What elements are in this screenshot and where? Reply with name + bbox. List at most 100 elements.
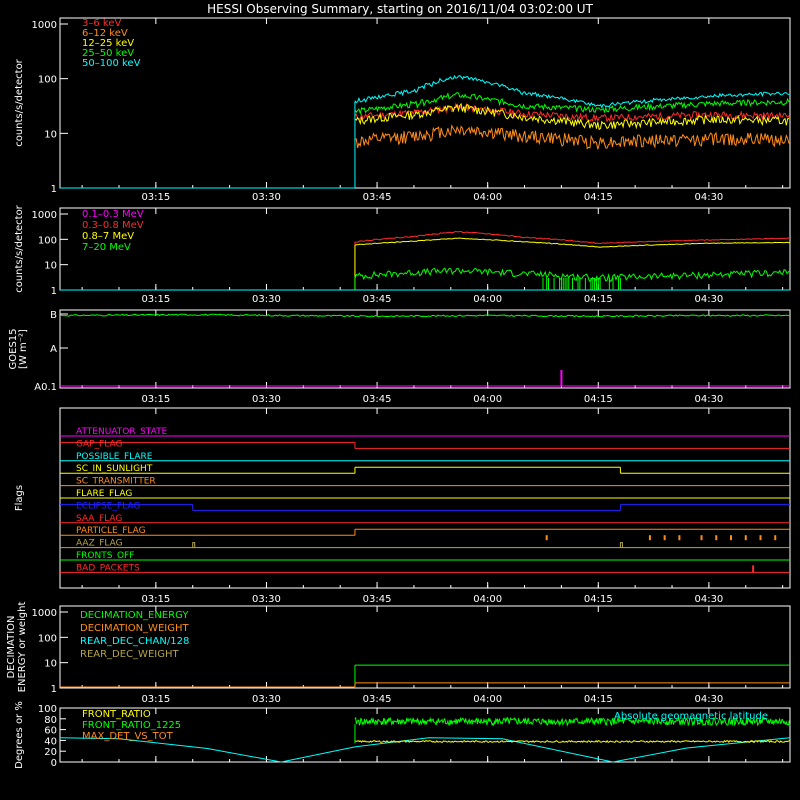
time-tick-label: 04:00 — [473, 694, 502, 705]
flag-label: SC_TRANSMITTER — [76, 477, 156, 487]
y-tick-label: 100 — [38, 235, 57, 246]
flag-label: GAP_FLAG — [76, 439, 122, 449]
time-tick-label: 04:00 — [473, 394, 502, 405]
flag-label: SC_IN_SUNLIGHT — [76, 464, 153, 474]
time-tick-label: 04:00 — [473, 294, 502, 305]
time-tick-label: 03:30 — [252, 192, 281, 203]
series-line-12–25 keV — [354, 102, 790, 131]
legend-entry: 12–25 keV — [82, 38, 134, 49]
y-axis-label: Degrees or % — [14, 701, 25, 769]
flag-label: BAD_PACKETS — [76, 563, 140, 573]
legend-entry: 25–50 keV — [82, 48, 134, 59]
y-tick-label: 100 — [38, 75, 57, 86]
flag-label: FLARE_FLAG — [76, 489, 132, 499]
legend-entry: FRONT_RATIO_1225 — [82, 720, 181, 731]
flag-trace-SC_IN_SUNLIGHT — [60, 466, 790, 474]
time-tick-label: 03:15 — [141, 594, 170, 605]
series-line-50–100 keV — [354, 74, 790, 109]
time-tick-label: 04:30 — [694, 394, 723, 405]
y-axis-label: Flags — [14, 485, 25, 511]
figure-title: HESSI Observing Summary, starting on 201… — [207, 2, 593, 16]
legend-entry: DECIMATION_ENERGY — [80, 610, 189, 621]
panel-frame-ratios — [59, 707, 791, 763]
legend-entry: REAR_DEC_WEIGHT — [80, 649, 179, 660]
y-axis-label: [W m⁻²] — [18, 329, 29, 369]
time-tick-label: 04:30 — [694, 192, 723, 203]
time-tick-label: 03:45 — [363, 294, 392, 305]
flag-trace-PARTICLE_FLAG — [60, 528, 790, 536]
legend-entry: FRONT_RATIO — [82, 709, 151, 720]
y-tick-label: A0.1 — [34, 382, 57, 393]
annotation-text: Absolute geomagnetic latitude — [614, 711, 768, 722]
time-tick-label: 03:15 — [141, 394, 170, 405]
flag-blip — [192, 542, 196, 548]
flag-trace-ECLIPSE_FLAG — [60, 503, 790, 511]
y-tick-label: 0 — [51, 758, 57, 769]
time-tick-label: 04:15 — [584, 594, 613, 605]
y-tick-label: 40 — [44, 736, 57, 747]
y-tick-label: 1 — [51, 684, 57, 695]
series-line-goes — [59, 313, 791, 318]
panel-frame-lightcurve-low — [59, 17, 791, 189]
time-tick-label: 03:30 — [252, 594, 281, 605]
y-tick-label: 60 — [44, 726, 57, 737]
time-tick-label: 03:15 — [141, 694, 170, 705]
legend-entry: REAR_DEC_CHAN/128 — [80, 636, 189, 647]
y-tick-label: 100 — [38, 633, 57, 644]
series-line-25–50 keV — [354, 92, 790, 116]
y-tick-label: B — [50, 310, 57, 321]
time-tick-label: 03:30 — [252, 394, 281, 405]
series-line-6–12 keV — [354, 124, 790, 150]
legend-entry: 0.3–0.8 MeV — [82, 220, 144, 231]
panel-frame-decimation — [59, 605, 791, 689]
y-axis-label: DECIMATION — [6, 615, 17, 678]
flag-label: ECLIPSE_FLAG — [76, 501, 140, 511]
time-tick-label: 04:30 — [694, 594, 723, 605]
flag-blip — [619, 542, 623, 548]
legend-entry: DECIMATION_WEIGHT — [80, 623, 189, 634]
time-tick-label: 04:15 — [584, 694, 613, 705]
flag-label: ATTENUATOR_STATE — [76, 427, 168, 437]
y-tick-label: 20 — [44, 747, 57, 758]
flag-label: POSSIBLE_FLARE — [76, 452, 153, 462]
panel-frame-goes — [59, 309, 791, 389]
y-tick-label: 100 — [38, 704, 57, 715]
time-tick-label: 03:45 — [363, 594, 392, 605]
legend-entry: 3–6 keV — [82, 18, 121, 29]
y-tick-label: 10 — [44, 129, 57, 140]
flag-label: PARTICLE_FLAG — [76, 526, 146, 536]
y-tick-label: 1000 — [32, 20, 57, 31]
time-tick-label: 04:15 — [584, 192, 613, 203]
series-line-0.3–0.8 MeV — [354, 230, 791, 245]
time-tick-label: 03:30 — [252, 294, 281, 305]
legend-entry: 0.1–0.3 MeV — [82, 209, 144, 220]
y-axis-label: GOES15 — [8, 328, 19, 369]
time-tick-label: 03:30 — [252, 694, 281, 705]
time-tick-label: 04:00 — [473, 192, 502, 203]
y-axis-label: counts/s/detector — [14, 58, 25, 146]
legend-entry: 50–100 keV — [82, 58, 141, 69]
y-axis-label: ENERGY or weight — [17, 602, 28, 693]
time-tick-label: 03:15 — [141, 294, 170, 305]
y-tick-label: 1 — [51, 286, 57, 297]
time-tick-label: 04:30 — [694, 694, 723, 705]
time-tick-label: 04:15 — [584, 294, 613, 305]
legend-entry: MAX_DET_VS_TOT — [82, 731, 174, 742]
flag-label: FRONTS_OFF — [76, 551, 134, 561]
y-tick-label: 1 — [51, 184, 57, 195]
time-tick-label: 03:15 — [141, 192, 170, 203]
legend-entry: 6–12 keV — [82, 28, 128, 39]
series-line-0.8–7 MeV — [354, 237, 791, 248]
flag-label: AAZ_FLAG — [76, 539, 123, 549]
y-tick-label: 1000 — [32, 210, 57, 221]
y-tick-label: 10 — [44, 659, 57, 670]
series-line-FRONT_RATIO_1225 — [354, 716, 790, 727]
series-line-7–20 MeV — [354, 267, 791, 283]
flag-label: SAA_FLAG — [76, 514, 122, 524]
y-tick-label: 1000 — [32, 608, 57, 619]
time-tick-label: 04:30 — [694, 294, 723, 305]
time-tick-label: 04:00 — [473, 594, 502, 605]
legend-entry: 0.8–7 MeV — [82, 231, 134, 242]
